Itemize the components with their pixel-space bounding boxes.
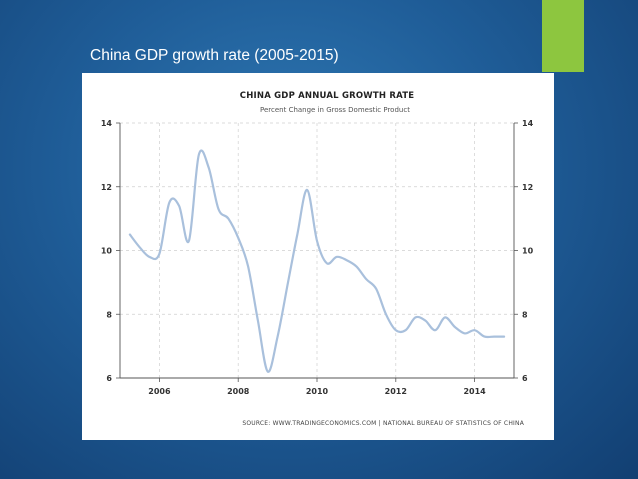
axes bbox=[116, 122, 518, 382]
grid-lines bbox=[120, 122, 514, 379]
y-tick-label: 10 bbox=[101, 247, 113, 256]
chart-title: CHINA GDP ANNUAL GROWTH RATE bbox=[240, 91, 414, 101]
y-tick-label: 8 bbox=[106, 310, 112, 319]
y-tick-label: 14 bbox=[101, 119, 113, 128]
y-tick-label: 12 bbox=[101, 183, 112, 192]
chart-source: SOURCE: WWW.TRADINGECONOMICS.COM | NATIO… bbox=[242, 420, 524, 427]
y-tick-label-right: 12 bbox=[522, 183, 533, 192]
x-tick-label: 2014 bbox=[463, 387, 486, 396]
y-tick-label-right: 10 bbox=[522, 247, 534, 256]
gdp-chart: CHINA GDP ANNUAL GROWTH RATE Percent Cha… bbox=[101, 91, 534, 427]
slide-title: China GDP growth rate (2005-2015) bbox=[90, 47, 339, 64]
x-tick-label: 2012 bbox=[385, 387, 407, 396]
y-tick-label-right: 8 bbox=[522, 310, 528, 319]
x-tick-label: 2006 bbox=[148, 387, 171, 396]
x-tick-label: 2010 bbox=[306, 387, 329, 396]
x-tick-label: 2008 bbox=[227, 387, 250, 396]
tick-labels: 6 6 8 8 10 10 12 12 14 14 2006 2008 2010 2012 2014 bbox=[101, 119, 534, 396]
accent-block bbox=[542, 0, 584, 72]
series-layer bbox=[128, 149, 506, 373]
y-tick-label-right: 6 bbox=[522, 374, 528, 383]
chart-subtitle: Percent Change in Gross Domestic Product bbox=[260, 106, 410, 114]
y-tick-label: 6 bbox=[106, 374, 112, 383]
y-tick-label-right: 14 bbox=[522, 119, 534, 128]
chart-panel: CHINA GDP ANNUAL GROWTH RATE Percent Cha… bbox=[82, 73, 554, 440]
series-line-gdp-growth bbox=[128, 149, 506, 373]
